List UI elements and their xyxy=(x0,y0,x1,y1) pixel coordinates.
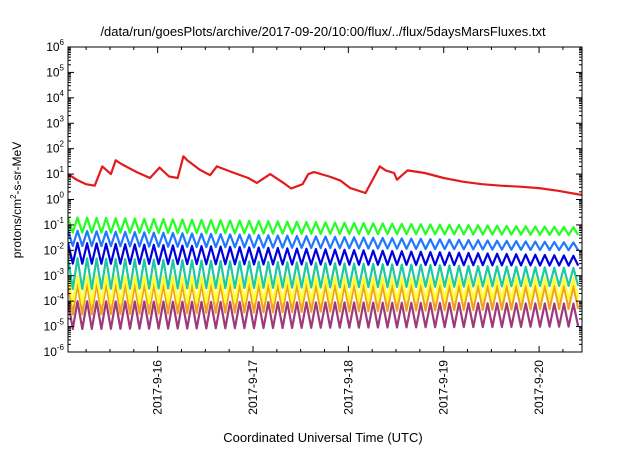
y-axis-ticks: 10-610-510-410-310-210-11001011021031041… xyxy=(44,38,582,359)
flux-series-line xyxy=(68,300,580,331)
y-axis-label-base: protons/cm xyxy=(10,199,24,258)
x-axis-ticks: 2017-9-16 2017-9-17 2017-9-18 2017-9-19 2017… xyxy=(85,47,564,415)
y-tick-label: 104 xyxy=(46,89,64,105)
y-tick-label: 10-3 xyxy=(44,267,65,283)
y-axis-label-rest: -s-sr-MeV xyxy=(10,142,24,195)
series-layer xyxy=(68,155,582,331)
y-tick-label: 10-2 xyxy=(44,241,65,257)
y-tick-label-exp: 0 xyxy=(60,191,65,200)
flux-series-line xyxy=(68,229,580,252)
y-axis-label: protons/cm2-s-sr-MeV xyxy=(9,142,24,258)
y-tick-label: 105 xyxy=(46,63,64,79)
y-tick-label-base: 10 xyxy=(44,345,58,359)
chart-title: /data/run/goesPlots/archive/2017-09-20/1… xyxy=(100,24,546,39)
y-tick-label-exp: 3 xyxy=(60,114,65,123)
y-tick-label: 100 xyxy=(46,191,64,207)
y-tick-label-exp: -2 xyxy=(57,241,65,250)
y-tick-label-base: 10 xyxy=(44,320,58,334)
y-tick-label-exp: -6 xyxy=(57,343,65,352)
y-tick-label-base: 10 xyxy=(46,116,60,130)
x-tick-label: 2017-9-16 xyxy=(151,360,165,415)
flux-series-line xyxy=(68,241,580,267)
y-tick-label-base: 10 xyxy=(46,142,60,156)
x-tick-label: 2017-9-17 xyxy=(246,360,260,415)
y-tick-label-base: 10 xyxy=(44,294,58,308)
y-tick-label: 106 xyxy=(46,38,64,54)
y-tick-label: 10-1 xyxy=(44,216,65,232)
y-tick-label-base: 10 xyxy=(46,91,60,105)
y-tick-label-exp: -1 xyxy=(57,216,65,225)
x-axis-label: Coordinated Universal Time (UTC) xyxy=(223,430,422,445)
y-tick-label: 10-5 xyxy=(44,318,65,334)
y-tick-label-base: 10 xyxy=(46,40,60,54)
y-tick-label-base: 10 xyxy=(44,218,58,232)
y-tick-label-exp: -4 xyxy=(57,292,65,301)
y-tick-label-exp: 4 xyxy=(60,89,65,98)
flux-series-line xyxy=(68,216,580,237)
y-tick-label: 10-6 xyxy=(44,343,65,359)
y-tick-label-exp: 5 xyxy=(60,63,65,72)
y-tick-label-base: 10 xyxy=(46,167,60,181)
flux-series-line xyxy=(68,274,580,305)
y-tick-label: 103 xyxy=(46,114,64,130)
y-tick-label-exp: 1 xyxy=(60,165,65,174)
y-tick-label-exp: 2 xyxy=(60,140,65,149)
y-tick-label-exp: -5 xyxy=(57,318,65,327)
y-tick-label-base: 10 xyxy=(46,65,60,79)
flux-series-line-high xyxy=(68,155,582,197)
y-tick-label-exp: 6 xyxy=(60,38,65,47)
y-axis-label-sup: 2 xyxy=(9,194,18,199)
y-tick-label-base: 10 xyxy=(44,243,58,257)
y-tick-label: 101 xyxy=(46,165,64,181)
y-tick-label: 102 xyxy=(46,140,64,156)
y-tick-label-base: 10 xyxy=(46,193,60,207)
x-tick-label: 2017-9-20 xyxy=(532,360,546,415)
flux-series-line xyxy=(68,282,580,316)
x-tick-label: 2017-9-18 xyxy=(341,360,355,415)
x-tick-label: 2017-9-19 xyxy=(437,360,451,415)
y-tick-label-base: 10 xyxy=(44,269,58,283)
y-tick-label-exp: -3 xyxy=(57,267,65,276)
y-tick-label: 10-4 xyxy=(44,292,65,308)
flux-series-line xyxy=(68,257,580,291)
